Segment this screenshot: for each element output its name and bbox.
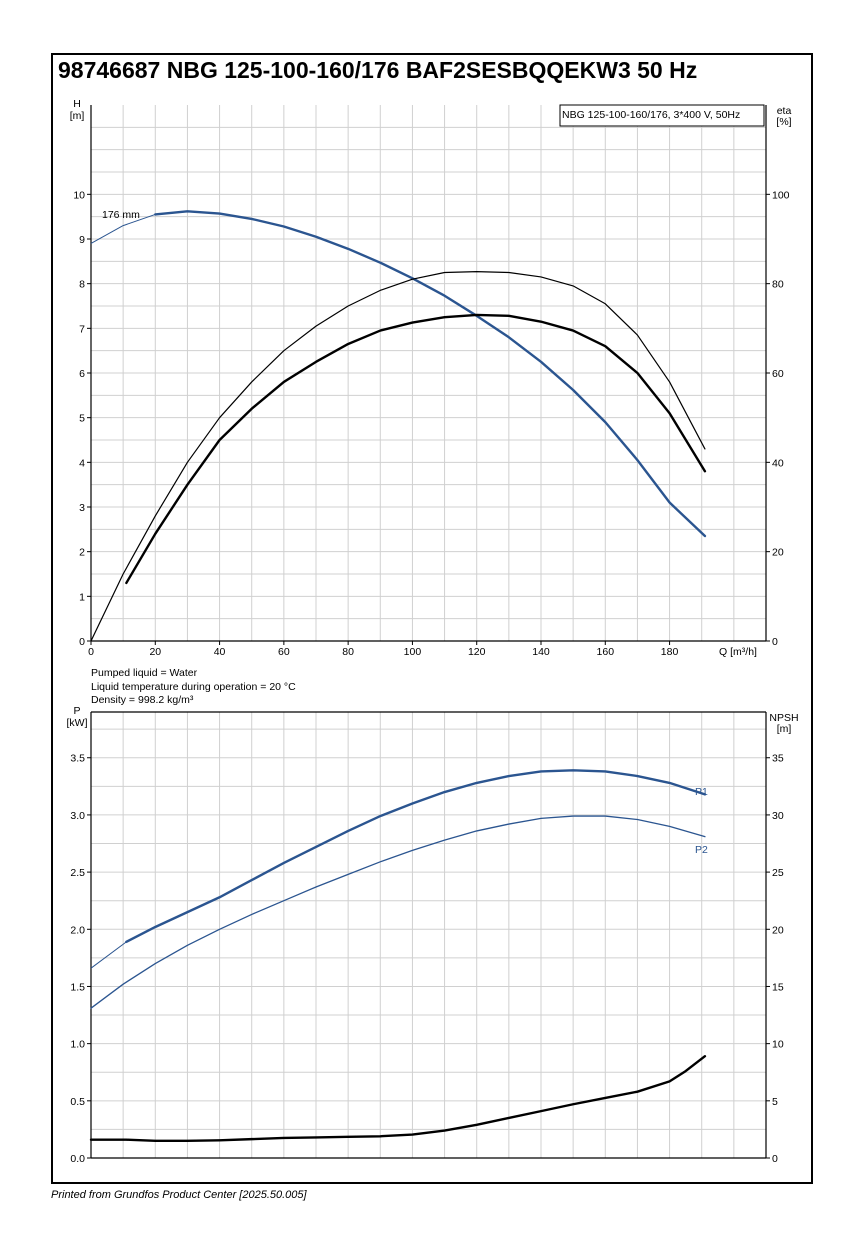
- head-left-tick-label: 10: [73, 189, 85, 201]
- head-left-tick-label: 1: [79, 591, 85, 603]
- head-right-tick-label: 40: [772, 457, 784, 469]
- power-right-tick-label: 15: [772, 981, 784, 993]
- head-x-tick-label: 60: [278, 646, 290, 658]
- power-right-tick-label: 10: [772, 1039, 784, 1051]
- page-title: 98746687 NBG 125-100-160/176 BAF2SESBQQE…: [58, 57, 698, 83]
- density-label: Density = 998.2 kg/m³: [91, 694, 194, 706]
- power-right-tick-label: 25: [772, 867, 784, 879]
- head-left-tick-label: 2: [79, 547, 85, 559]
- head-x-tick-label: 180: [661, 646, 679, 658]
- legend-box-text: NBG 125-100-160/176, 3*400 V, 50Hz: [562, 109, 740, 121]
- head-right-tick-label: 100: [772, 189, 790, 201]
- head-right-tick-label: 80: [772, 279, 784, 291]
- power-left-axis-unit: [kW]: [67, 717, 88, 729]
- power-series-2-curve: [89, 1055, 707, 1143]
- head-x-tick-label: 100: [404, 646, 422, 658]
- power-left-tick-label: 2.0: [70, 924, 85, 936]
- head-curve-label-176mm: 176 mm: [102, 209, 140, 221]
- power-left-tick-label: 1.5: [70, 981, 85, 993]
- head-left-tick-label: 5: [79, 413, 85, 425]
- footer-note: Printed from Grundfos Product Center [20…: [51, 1189, 307, 1201]
- power-p1-curve-extension: [90, 941, 127, 969]
- power-left-tick-label: 1.0: [70, 1039, 85, 1051]
- power-right-tick-label: 35: [772, 753, 784, 765]
- power-p2-curve: [90, 815, 706, 1009]
- power-left-tick-label: 0.5: [70, 1096, 85, 1108]
- head-x-tick-label: 120: [468, 646, 486, 658]
- power-left-axis-label: P: [73, 705, 80, 717]
- head-left-tick-label: 6: [79, 368, 85, 380]
- head-x-tick-label: 40: [214, 646, 226, 658]
- head-right-axis-label: eta: [777, 105, 792, 117]
- power-right-axis-unit: [m]: [777, 723, 792, 735]
- power-left-tick-label: 3.0: [70, 810, 85, 822]
- head-x-tick-label: 140: [532, 646, 550, 658]
- head-left-axis-unit: [m]: [70, 110, 85, 122]
- power-right-tick-label: 20: [772, 924, 784, 936]
- power-curve-label-p2: P2: [695, 844, 708, 856]
- head-x-tick-label: 80: [342, 646, 354, 658]
- head-left-tick-label: 9: [79, 234, 85, 246]
- power-p1-curve: [125, 769, 707, 944]
- power-curve-label-p1: P1: [695, 786, 708, 798]
- power-right-tick-label: 30: [772, 810, 784, 822]
- page-frame: [51, 53, 813, 1184]
- power-right-tick-label: 0: [772, 1153, 778, 1165]
- legend-box: [559, 104, 765, 127]
- head-series-1-curve: [90, 271, 706, 642]
- head-right-tick-label: 60: [772, 368, 784, 380]
- head-left-tick-label: 8: [79, 279, 85, 291]
- head-left-tick-label: 4: [79, 457, 85, 469]
- head-176-mm-curve: [154, 210, 707, 538]
- head-x-tick-label: 160: [597, 646, 615, 658]
- power-right-tick-label: 5: [772, 1096, 778, 1108]
- liquid-temperature-label: Liquid temperature during operation = 20…: [91, 681, 296, 693]
- head-left-tick-label: 7: [79, 323, 85, 335]
- head-right-axis-unit: [%]: [776, 116, 791, 128]
- head-left-axis-label: H: [73, 98, 81, 110]
- power-left-tick-label: 2.5: [70, 867, 85, 879]
- pumped-liquid-label: Pumped liquid = Water: [91, 667, 198, 679]
- head-x-axis-label: Q [m³/h]: [719, 646, 757, 658]
- head-left-tick-label: 0: [79, 636, 85, 648]
- head-left-tick-label: 3: [79, 502, 85, 514]
- head-right-tick-label: 20: [772, 547, 784, 559]
- head-x-tick-label: 20: [149, 646, 161, 658]
- power-left-tick-label: 0.0: [70, 1153, 85, 1165]
- head-x-tick-label: 0: [88, 646, 94, 658]
- power-right-axis-label: NPSH: [769, 712, 798, 724]
- head-series-2-curve: [125, 313, 707, 585]
- head-176-mm-curve-extension: [90, 213, 156, 244]
- head-right-tick-label: 0: [772, 636, 778, 648]
- power-left-tick-label: 3.5: [70, 753, 85, 765]
